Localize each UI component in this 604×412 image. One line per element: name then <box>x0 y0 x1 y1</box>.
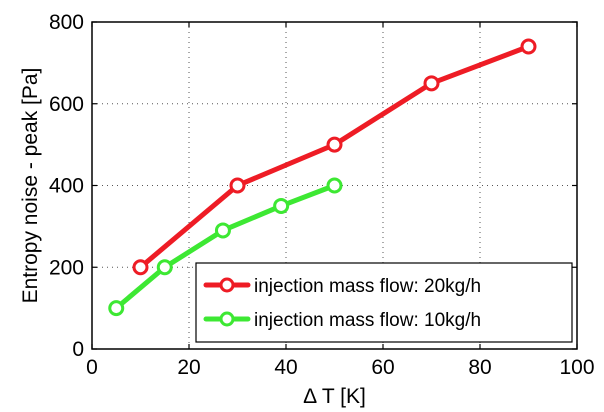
grid-lines <box>92 22 577 349</box>
data-point <box>108 300 125 317</box>
legend-label-10kg: injection mass flow: 10kg/h <box>254 310 481 331</box>
y-tick-label: 200 <box>49 256 84 279</box>
x-tick-label: 20 <box>177 356 200 379</box>
legend-marker-20kg <box>219 277 235 293</box>
legend-entry-20kg: injection mass flow: 20kg/h <box>203 276 481 297</box>
data-point <box>326 177 343 194</box>
series-line <box>138 44 531 270</box>
y-tick-label: 600 <box>49 93 84 116</box>
legend-box <box>195 262 573 343</box>
x-axis-label: Δ T [K] <box>303 385 366 408</box>
y-tick-label: 800 <box>49 11 84 34</box>
series-layer <box>108 38 537 317</box>
legend-marker-10kg <box>219 311 235 327</box>
series-0 <box>132 38 537 276</box>
legend-entry-10kg: injection mass flow: 10kg/h <box>203 310 481 331</box>
series-1 <box>108 177 343 317</box>
data-point <box>326 136 343 153</box>
x-tick-label: 40 <box>274 356 297 379</box>
y-axis-label: Entropy noise - peak [Pa] <box>19 68 42 304</box>
data-point <box>156 259 173 276</box>
x-tick-label: 100 <box>559 356 594 379</box>
axis-ticks: 0 20 40 60 80 100 0 200 400 600 800 <box>49 11 595 379</box>
data-point <box>214 222 231 239</box>
data-point <box>520 38 537 55</box>
y-tick-label: 0 <box>72 338 84 361</box>
data-point <box>273 197 290 214</box>
x-tick-label: 0 <box>86 356 98 379</box>
data-point <box>229 177 246 194</box>
data-point <box>132 259 149 276</box>
data-point <box>423 75 440 92</box>
x-tick-label: 60 <box>371 356 394 379</box>
x-tick-label: 80 <box>468 356 491 379</box>
legend-label-20kg: injection mass flow: 20kg/h <box>254 276 481 297</box>
legend: injection mass flow: 20kg/h injection ma… <box>195 262 573 343</box>
y-tick-label: 400 <box>49 175 84 198</box>
